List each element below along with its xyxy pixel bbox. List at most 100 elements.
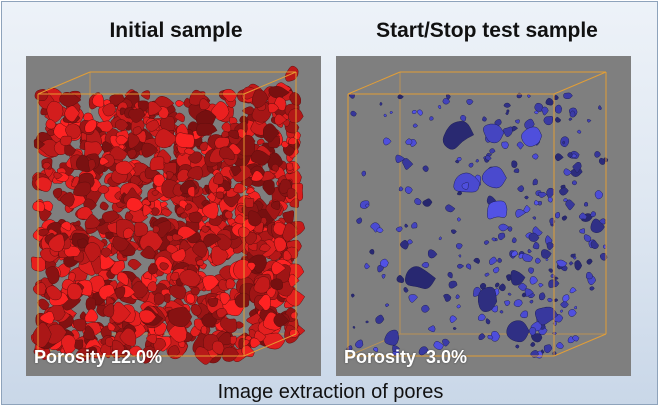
pore-blob: [442, 121, 475, 150]
pore-blob: [563, 92, 573, 99]
pore-blob: [429, 116, 434, 121]
pore-blob: [517, 282, 528, 291]
pore-blob: [154, 128, 178, 149]
pore-blob: [352, 326, 356, 329]
pore-blob: [73, 181, 92, 197]
pore-blob: [541, 106, 549, 116]
pore-blob: [114, 286, 126, 299]
pore-blob: [84, 308, 99, 323]
pore-blob: [465, 263, 472, 270]
pore-blob: [573, 305, 578, 310]
pore-blob: [399, 239, 409, 250]
pore-blob: [452, 327, 457, 330]
pore-blob: [147, 263, 158, 275]
pore-blob: [98, 284, 116, 300]
pore-blob: [174, 112, 185, 123]
pore-blob: [590, 239, 599, 249]
initial-sample-title: Initial sample: [109, 19, 243, 42]
pore-blob: [288, 273, 300, 288]
pore-blob: [34, 89, 49, 102]
pore-blob: [246, 262, 256, 271]
pore-blob: [259, 243, 271, 252]
pore-blob: [408, 294, 418, 303]
pore-blob: [186, 293, 196, 304]
pore-blob: [565, 199, 576, 211]
pore-blob: [375, 314, 385, 324]
pore-blob: [569, 110, 576, 118]
pore-blob: [545, 258, 549, 261]
pore-blob: [403, 287, 409, 293]
pore-blob: [503, 102, 511, 108]
pore-blob: [354, 339, 364, 349]
pore-blob: [532, 153, 539, 160]
pore-blob: [528, 267, 534, 274]
pore-blob: [572, 161, 582, 173]
pore-blob: [128, 108, 146, 123]
pore-blob: [513, 299, 523, 307]
pore-blob: [256, 138, 265, 146]
pore-blob: [529, 299, 534, 304]
pore-blob: [455, 294, 460, 300]
pore-blob: [139, 309, 157, 324]
pore-blob: [411, 110, 417, 114]
pore-blob: [282, 222, 298, 242]
pore-blob: [107, 322, 116, 332]
pore-blob: [364, 262, 371, 270]
pore-blob: [75, 154, 90, 173]
pore-blob: [517, 185, 525, 193]
pore-blob: [554, 104, 563, 114]
pore-blob: [461, 181, 469, 190]
pore-blob: [179, 269, 202, 287]
pore-blob: [97, 185, 110, 194]
pore-blob: [132, 126, 143, 136]
pore-blob: [115, 160, 134, 175]
pore-blob: [190, 303, 202, 316]
pore-blob: [576, 129, 582, 134]
pore-blob: [396, 275, 405, 283]
pore-blob: [489, 148, 496, 154]
pore-blob: [506, 320, 530, 343]
pore-blob: [589, 286, 595, 291]
pore-blob: [395, 226, 403, 233]
pore-blob: [547, 196, 553, 203]
pore-blob: [184, 203, 193, 211]
pore-blob: [555, 212, 561, 219]
pore-blob: [528, 232, 540, 242]
pore-blob: [45, 118, 57, 130]
pore-blob: [101, 141, 113, 153]
pore-blob: [149, 156, 165, 171]
pore-blob: [67, 283, 83, 301]
pore-blob: [511, 237, 517, 244]
pore-blob: [516, 141, 525, 150]
pore-blob: [491, 237, 496, 242]
pore-blob: [411, 222, 418, 229]
pore-blob: [417, 109, 423, 116]
pore-blob: [201, 202, 219, 220]
pore-blob: [176, 206, 186, 215]
pore-blob: [123, 227, 134, 239]
pore-blob: [60, 192, 75, 207]
pore-blob: [498, 223, 510, 232]
pore-blob: [559, 187, 569, 196]
pore-blob: [59, 135, 73, 146]
pore-blob: [538, 283, 544, 288]
pore-blob: [555, 116, 562, 123]
pore-blob: [127, 149, 137, 159]
pore-blob: [507, 292, 512, 296]
pore-blob: [216, 307, 228, 319]
pore-blob: [85, 297, 96, 311]
pore-blob: [527, 94, 532, 98]
pore-blob: [170, 271, 180, 281]
pore-blob: [515, 209, 527, 218]
pore-blob: [153, 292, 166, 305]
pore-blob: [534, 306, 559, 326]
pore-blob: [405, 138, 413, 145]
pore-blob: [219, 292, 231, 305]
pore-blob: [241, 344, 255, 358]
pore-blob: [594, 190, 603, 200]
pore-blob: [421, 261, 430, 268]
pore-blob: [503, 126, 513, 137]
pore-blob: [59, 91, 82, 107]
pore-blob: [115, 135, 129, 146]
pore-blob: [553, 298, 559, 302]
